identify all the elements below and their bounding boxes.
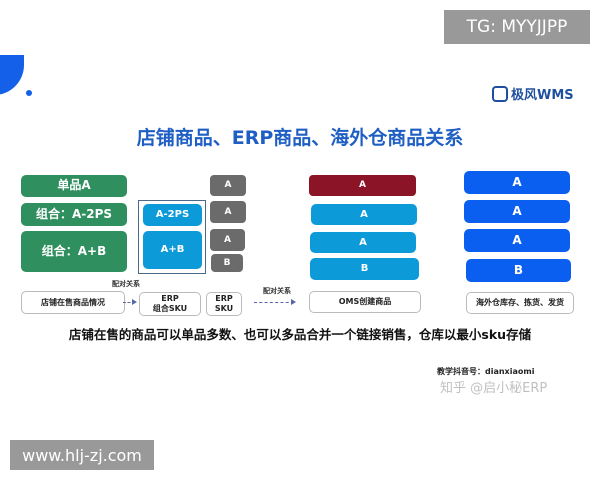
erp-combo-item: A-2PS [143,204,202,226]
watermark: 知乎 @启小秘ERP [440,381,548,396]
oms-item: B [310,258,419,280]
corner-dot [26,90,32,96]
erp-combo-item: A+B [143,231,202,269]
oms-item: A [311,204,417,225]
overlay-bottom: www.hlj-zj.com [10,440,154,470]
erp-sku-item: A [210,175,246,196]
erp-sku-label-line2: SKU [214,304,234,313]
arrow-2 [254,299,296,305]
store-item: 组合：A-2PS [21,203,127,226]
overlay-top: TG: MYYJJPP [444,10,590,44]
summary-text: 店铺在售的商品可以单品多数、也可以多品合并一个链接销售，仓库以最小sku存储 [68,327,532,342]
corner-shape [0,55,24,95]
brand-name: 极风WMS [511,88,574,103]
erp-combo-label-line1: ERP [161,294,179,304]
brand-logo: 极风WMS [492,84,574,103]
warehouse-item: B [466,259,571,282]
erp-sku-label: ERP SKU [206,292,242,316]
erp-combo-label-line2: 组合SKU [152,304,188,313]
oms-item: A [310,232,416,253]
store-label: 店铺在售商品情况 [21,291,125,314]
oms-label: OMS创建商品 [309,291,421,313]
relation-label: 配对关系 [263,287,291,295]
erp-sku-item: A [210,201,246,223]
erp-sku-label-line1: ERP [215,294,233,304]
contact-text: 教学抖音号：dianxiaomi [437,367,535,376]
warehouse-item: A [464,171,570,194]
erp-sku-item: B [211,254,243,272]
arrow-1 [123,299,137,305]
oms-item: A [309,175,416,196]
erp-combo-frame [138,200,206,274]
store-item: 组合：A+B [21,231,127,272]
brand-icon [492,85,508,102]
relation-label: 配对关系 [112,280,140,288]
warehouse-label: 海外仓库存、拣货、发货 [466,292,574,314]
store-item: 单品A [21,175,127,197]
warehouse-item: A [464,229,570,252]
erp-combo-label: ERP 组合SKU [139,292,201,316]
erp-sku-item: A [210,229,245,251]
warehouse-item: A [464,200,570,223]
page-title: 店铺商品、ERP商品、海外仓商品关系 [136,127,464,149]
